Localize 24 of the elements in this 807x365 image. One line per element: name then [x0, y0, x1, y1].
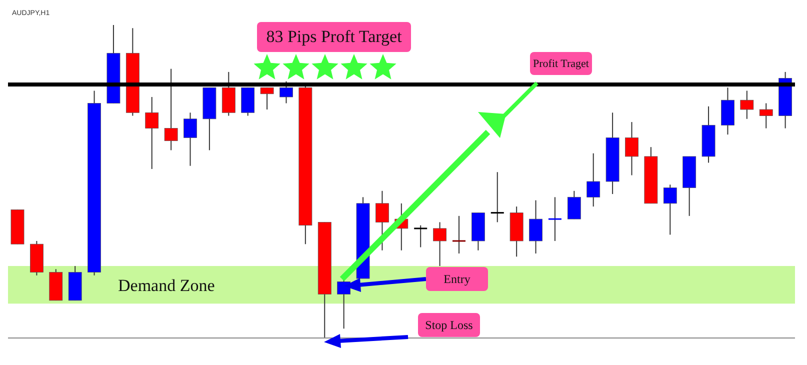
speech-bubble: Profit Traget — [530, 52, 592, 75]
candlestick — [452, 215, 466, 254]
band-label: Demand Zone — [118, 276, 215, 295]
speech-bubble: Stop Loss — [418, 313, 480, 337]
candlestick — [433, 222, 446, 267]
candlestick — [625, 122, 638, 176]
candlestick — [376, 190, 389, 251]
candlestick — [145, 96, 159, 170]
candlestick — [164, 68, 178, 151]
candlestick — [337, 278, 351, 330]
candlestick — [586, 152, 600, 208]
candlestick — [260, 87, 274, 110]
candlestick — [280, 80, 293, 104]
candlestick — [184, 112, 197, 166]
candlestick — [529, 200, 542, 254]
candlestick — [414, 224, 428, 248]
speech-bubble: 83 Pips Proft Target — [257, 22, 411, 52]
speech-bubble: Entry — [426, 267, 488, 291]
candlestick — [490, 172, 504, 223]
candlestick — [740, 90, 754, 120]
candlestick — [663, 184, 677, 236]
candlestick — [567, 190, 581, 220]
candlestick — [548, 196, 562, 242]
candlestick — [759, 102, 773, 129]
